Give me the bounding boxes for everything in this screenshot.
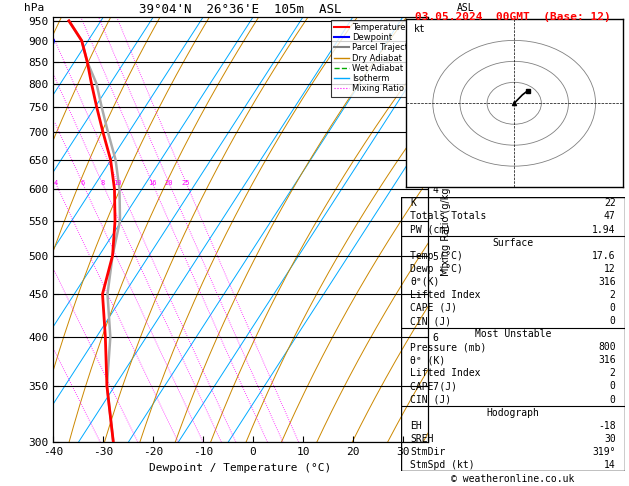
Text: StmDir: StmDir: [410, 447, 445, 457]
Text: 03.05.2024  00GMT  (Base: 12): 03.05.2024 00GMT (Base: 12): [415, 12, 611, 22]
Text: 25: 25: [182, 180, 191, 186]
Text: 8: 8: [100, 180, 104, 186]
Text: θᵉ (K): θᵉ (K): [410, 355, 445, 365]
Text: 20: 20: [165, 180, 173, 186]
Text: 1.94: 1.94: [592, 225, 616, 235]
Text: 4: 4: [53, 180, 58, 186]
Text: 2: 2: [610, 368, 616, 379]
Text: CAPE (J): CAPE (J): [410, 382, 457, 391]
X-axis label: Dewpoint / Temperature (°C): Dewpoint / Temperature (°C): [150, 463, 331, 473]
Text: 0: 0: [610, 395, 616, 404]
Text: SREH: SREH: [410, 434, 434, 444]
Text: -18: -18: [598, 421, 616, 431]
Text: 30: 30: [604, 434, 616, 444]
Text: 0: 0: [610, 303, 616, 313]
Text: Hodograph: Hodograph: [486, 408, 540, 417]
Y-axis label: Mixing Ratio (g/kg): Mixing Ratio (g/kg): [441, 184, 451, 276]
Text: θᵉ(K): θᵉ(K): [410, 277, 440, 287]
Text: StmSpd (kt): StmSpd (kt): [410, 460, 475, 470]
Text: 12: 12: [604, 264, 616, 274]
Text: 316: 316: [598, 277, 616, 287]
Text: 0: 0: [610, 382, 616, 391]
Text: Most Unstable: Most Unstable: [475, 329, 551, 339]
Text: 319°: 319°: [592, 447, 616, 457]
Text: Dewp (°C): Dewp (°C): [410, 264, 463, 274]
Text: 14: 14: [604, 460, 616, 470]
Text: Totals Totals: Totals Totals: [410, 211, 487, 222]
Text: CIN (J): CIN (J): [410, 316, 452, 326]
Text: Pressure (mb): Pressure (mb): [410, 342, 487, 352]
Text: CIN (J): CIN (J): [410, 395, 452, 404]
Text: 47: 47: [604, 211, 616, 222]
Text: EH: EH: [410, 421, 422, 431]
Title: 39°04'N  26°36'E  105m  ASL: 39°04'N 26°36'E 105m ASL: [140, 3, 342, 16]
Legend: Temperature, Dewpoint, Parcel Trajectory, Dry Adiabat, Wet Adiabat, Isotherm, Mi: Temperature, Dewpoint, Parcel Trajectory…: [331, 19, 425, 97]
Text: 16: 16: [148, 180, 157, 186]
Text: Surface: Surface: [493, 238, 533, 247]
Text: K: K: [410, 198, 416, 208]
Text: 17.6: 17.6: [592, 251, 616, 260]
Text: 2: 2: [610, 290, 616, 300]
Text: CAPE (J): CAPE (J): [410, 303, 457, 313]
Text: 800: 800: [598, 342, 616, 352]
Text: Temp (°C): Temp (°C): [410, 251, 463, 260]
Text: Lifted Index: Lifted Index: [410, 368, 481, 379]
Text: hPa: hPa: [23, 3, 44, 13]
Text: PW (cm): PW (cm): [410, 225, 452, 235]
Text: LCL: LCL: [429, 22, 444, 31]
Text: Lifted Index: Lifted Index: [410, 290, 481, 300]
Text: 10: 10: [114, 180, 122, 186]
Text: km
ASL: km ASL: [456, 0, 474, 13]
Text: 316: 316: [598, 355, 616, 365]
Text: 0: 0: [610, 316, 616, 326]
Text: 6: 6: [81, 180, 84, 186]
Text: © weatheronline.co.uk: © weatheronline.co.uk: [451, 473, 574, 484]
Text: 22: 22: [604, 198, 616, 208]
Text: kt: kt: [414, 24, 426, 34]
